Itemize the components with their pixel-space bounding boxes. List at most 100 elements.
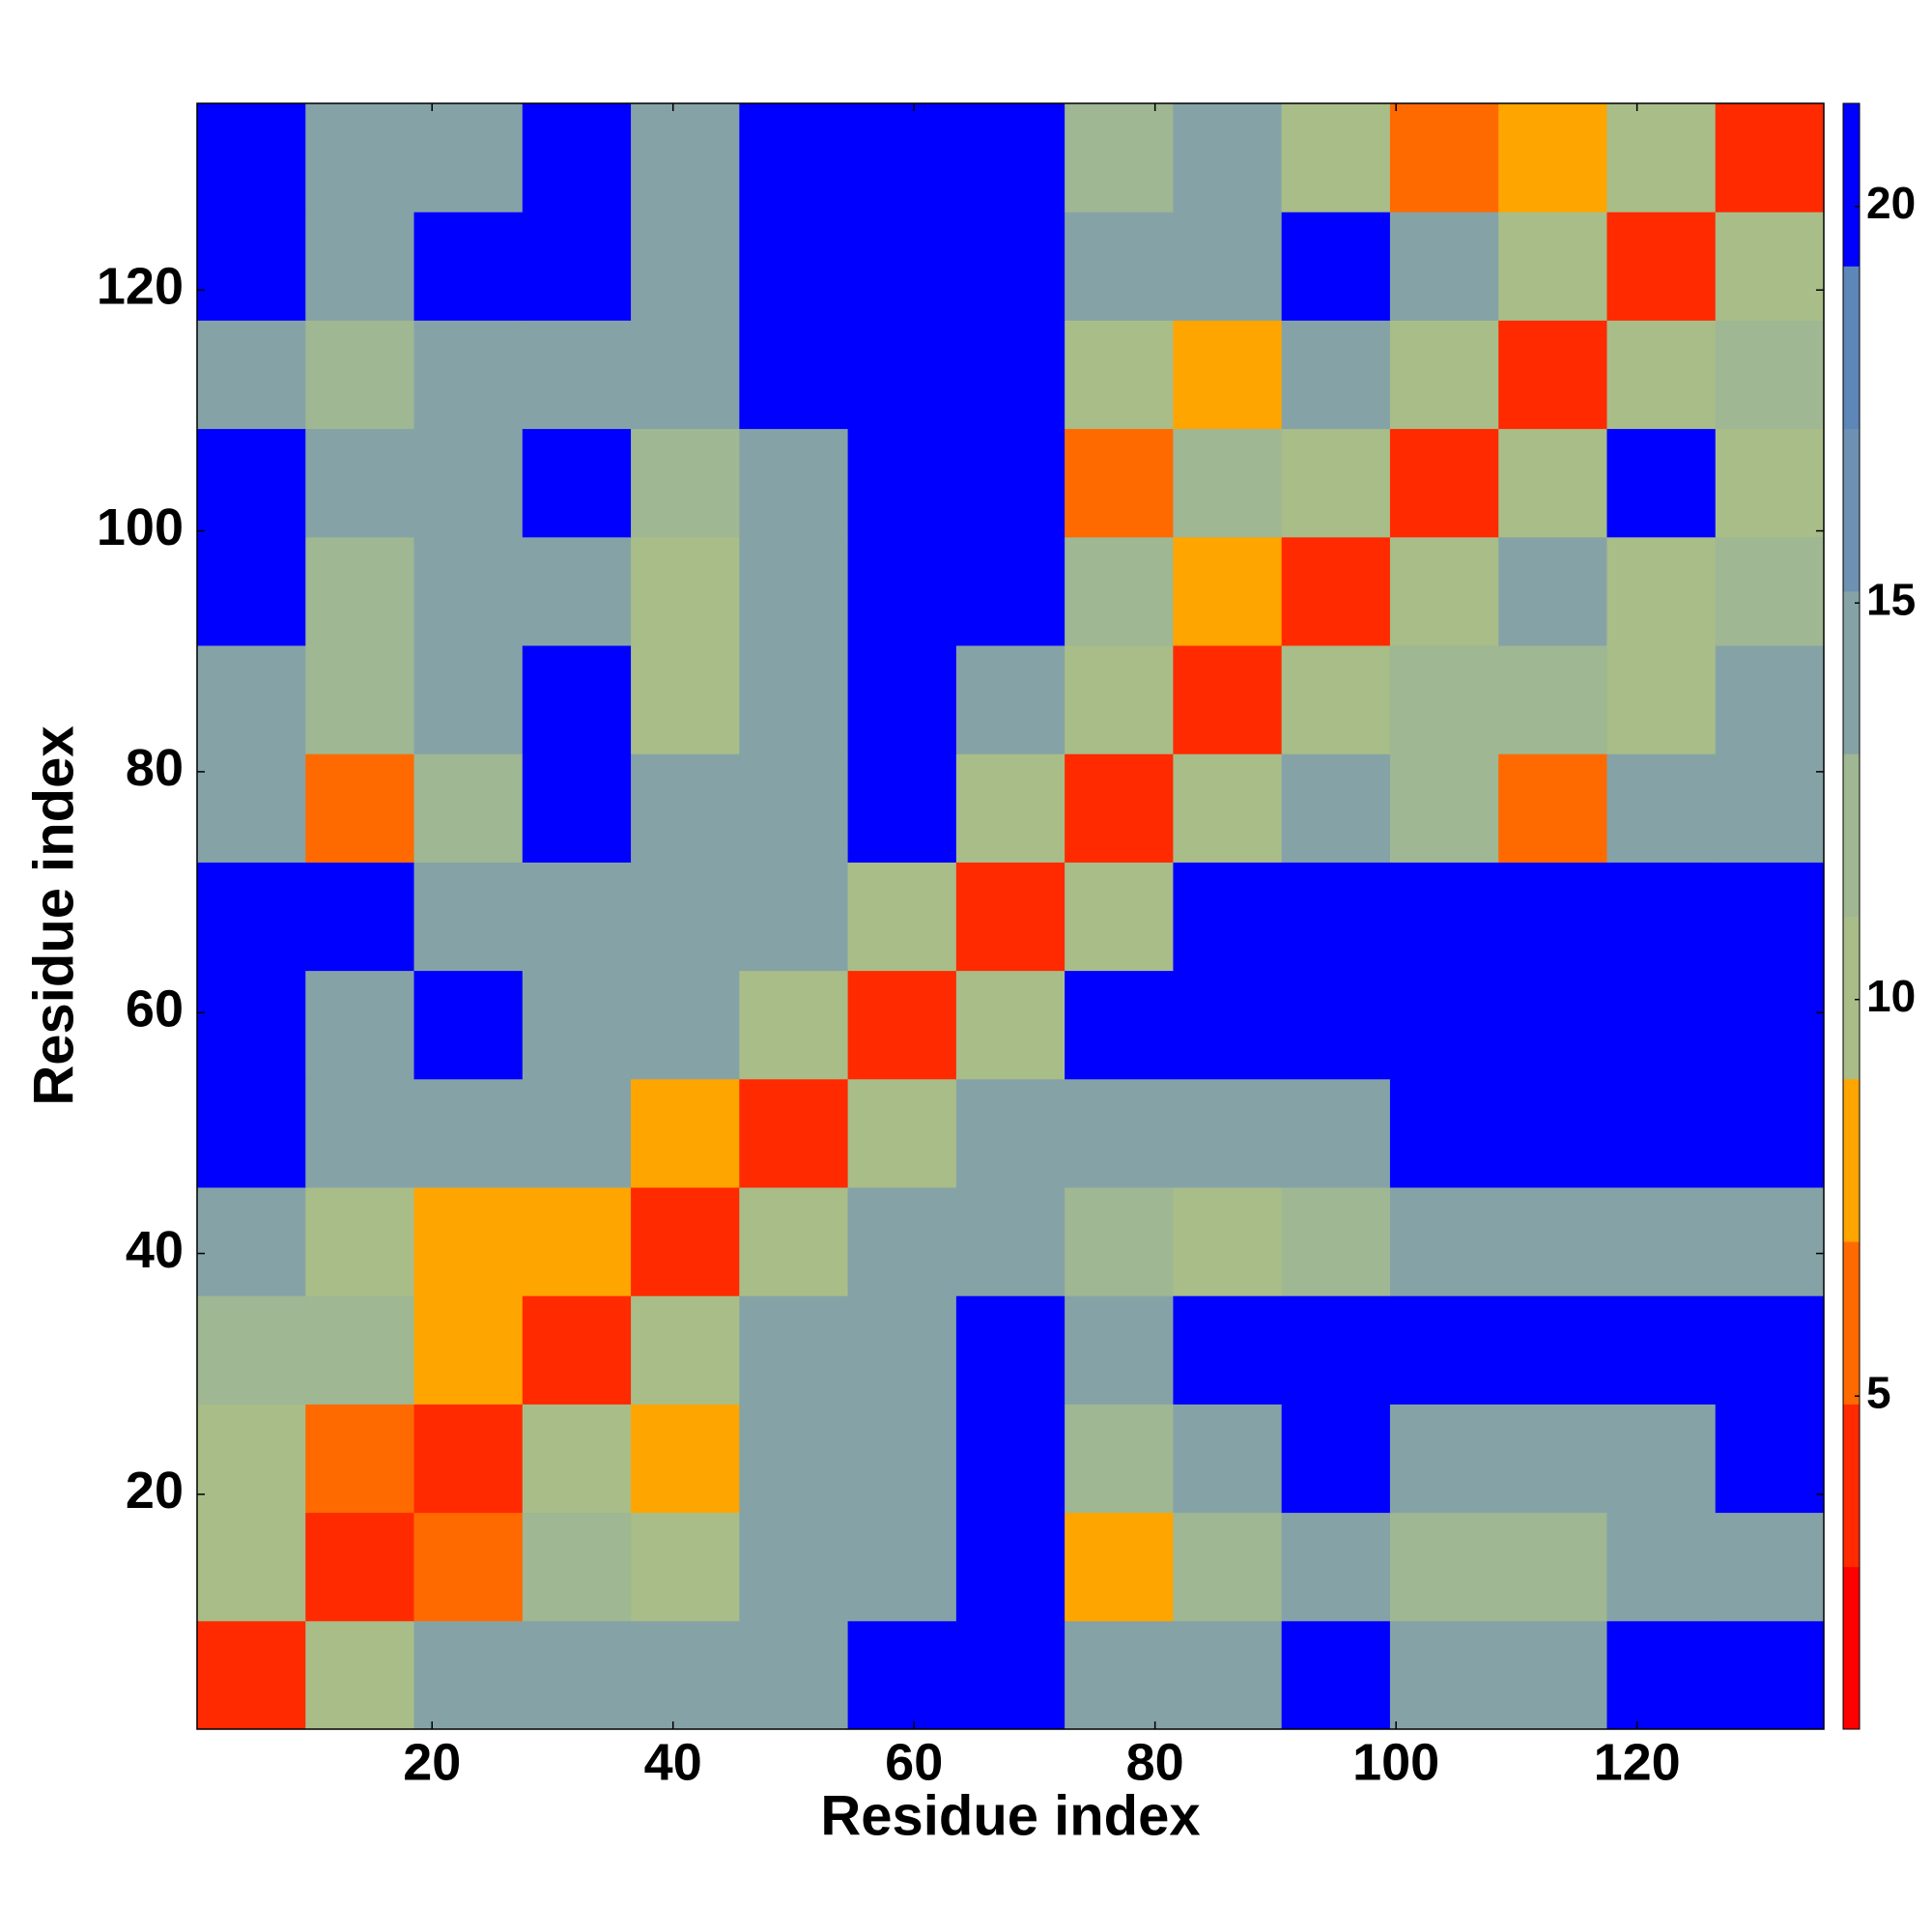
heatmap-cell — [1389, 1295, 1499, 1405]
heatmap-cell — [1065, 320, 1174, 430]
heatmap-cell — [1281, 1187, 1391, 1296]
heatmap-cell — [1606, 1078, 1717, 1188]
heatmap-cell — [413, 103, 524, 213]
heatmap-cell — [955, 1512, 1065, 1622]
heatmap-cell — [1389, 212, 1499, 321]
heatmap-cell — [955, 970, 1065, 1080]
heatmap-cell — [1389, 1187, 1499, 1296]
heatmap-cell — [847, 753, 957, 863]
colorbar-band — [1843, 590, 1860, 754]
heatmap-cell — [1281, 862, 1391, 972]
heatmap-cell — [522, 970, 632, 1080]
heatmap-cell — [305, 1295, 415, 1405]
heatmap-cell — [1715, 1187, 1825, 1296]
heatmap-cell — [1281, 103, 1391, 213]
heatmap-cell — [1498, 1187, 1607, 1296]
heatmap-cell — [1715, 970, 1825, 1080]
heatmap-cell — [1606, 753, 1717, 863]
heatmap-cell — [197, 320, 306, 430]
heatmap-cell — [305, 1078, 415, 1188]
heatmap-cell — [413, 1620, 524, 1730]
heatmap-cell — [739, 1404, 849, 1514]
heatmap-cell — [1715, 753, 1825, 863]
heatmap-cell — [1173, 753, 1283, 863]
heatmap-cell — [305, 536, 415, 646]
heatmap-cell — [955, 1620, 1065, 1730]
heatmap-cell — [1173, 103, 1283, 213]
heatmap-cell — [1281, 428, 1391, 538]
heatmap-cell — [522, 1620, 632, 1730]
heatmap-cell — [1498, 1078, 1607, 1188]
heatmap-cell — [955, 862, 1065, 972]
heatmap-cell — [305, 862, 415, 972]
plot-frame — [196, 102, 1825, 1730]
colorbar-band — [1843, 753, 1860, 917]
heatmap-cell — [631, 536, 740, 646]
colorbar-band — [1843, 428, 1860, 592]
heatmap-cell — [197, 1404, 306, 1514]
heatmap-cell — [1715, 645, 1825, 754]
heatmap-cell — [955, 320, 1065, 430]
heatmap-cell — [522, 320, 632, 430]
heatmap-cell — [847, 1187, 957, 1296]
heatmap-cell — [1065, 1187, 1174, 1296]
heatmap-cell — [1498, 1404, 1607, 1514]
heatmap-cell — [413, 1404, 524, 1514]
heatmap-cell — [413, 1295, 524, 1405]
heatmap-cell — [305, 103, 415, 213]
heatmap-cell — [1715, 1620, 1825, 1730]
heatmap-cell — [1281, 970, 1391, 1080]
heatmap-cell — [1606, 536, 1717, 646]
heatmap-cell — [739, 1078, 849, 1188]
y-axis-label: Residue index — [22, 725, 85, 1105]
heatmap-cell — [1715, 212, 1825, 321]
heatmap-cell — [1173, 1295, 1283, 1405]
heatmap-cell — [522, 103, 632, 213]
colorbar-band — [1843, 266, 1860, 430]
heatmap-cell — [739, 1295, 849, 1405]
heatmap-cell — [739, 862, 849, 972]
colorbar-band — [1843, 1241, 1860, 1405]
heatmap-cell — [847, 428, 957, 538]
x-axis-label: Residue index — [820, 1784, 1200, 1847]
heatmap-cell — [955, 645, 1065, 754]
heatmap-cell — [739, 428, 849, 538]
heatmap-cell — [1715, 428, 1825, 538]
heatmap-cell — [197, 862, 306, 972]
heatmap-cell — [305, 753, 415, 863]
heatmap-cell — [955, 1404, 1065, 1514]
heatmap-cell — [1606, 428, 1717, 538]
heatmap-cell — [739, 1512, 849, 1622]
heatmap-cell — [197, 536, 306, 646]
heatmap-cell — [1065, 1404, 1174, 1514]
heatmap-cell — [197, 428, 306, 538]
heatmap-cell — [1065, 970, 1174, 1080]
heatmap-cell — [1715, 1078, 1825, 1188]
heatmap-cell — [847, 1404, 957, 1514]
heatmap-cell — [305, 1620, 415, 1730]
heatmap-cell — [1281, 1295, 1391, 1405]
heatmap-cell — [1498, 1295, 1607, 1405]
heatmap-cell — [739, 753, 849, 863]
heatmap-cell — [197, 1512, 306, 1622]
heatmap-cell — [1173, 1512, 1283, 1622]
heatmap-cell — [847, 1620, 957, 1730]
colorbar-band — [1843, 1078, 1860, 1242]
colorbar-band — [1843, 1566, 1860, 1730]
heatmap-cell — [631, 1512, 740, 1622]
heatmap-cell — [1281, 320, 1391, 430]
colorbar-tick-label: 5 — [1866, 1367, 1891, 1417]
heatmap-cell — [413, 1187, 524, 1296]
heatmap-cell — [847, 862, 957, 972]
heatmap-cell — [1281, 1404, 1391, 1514]
heatmap-cell — [1281, 753, 1391, 863]
heatmap-cell — [1715, 536, 1825, 646]
heatmap-cell — [1173, 1078, 1283, 1188]
heatmap-cell — [413, 212, 524, 321]
heatmap-cell — [739, 103, 849, 213]
x-tick-label: 40 — [644, 1733, 702, 1791]
heatmap-cell — [197, 645, 306, 754]
heatmap-cell — [413, 970, 524, 1080]
heatmap-cell — [955, 1078, 1065, 1188]
